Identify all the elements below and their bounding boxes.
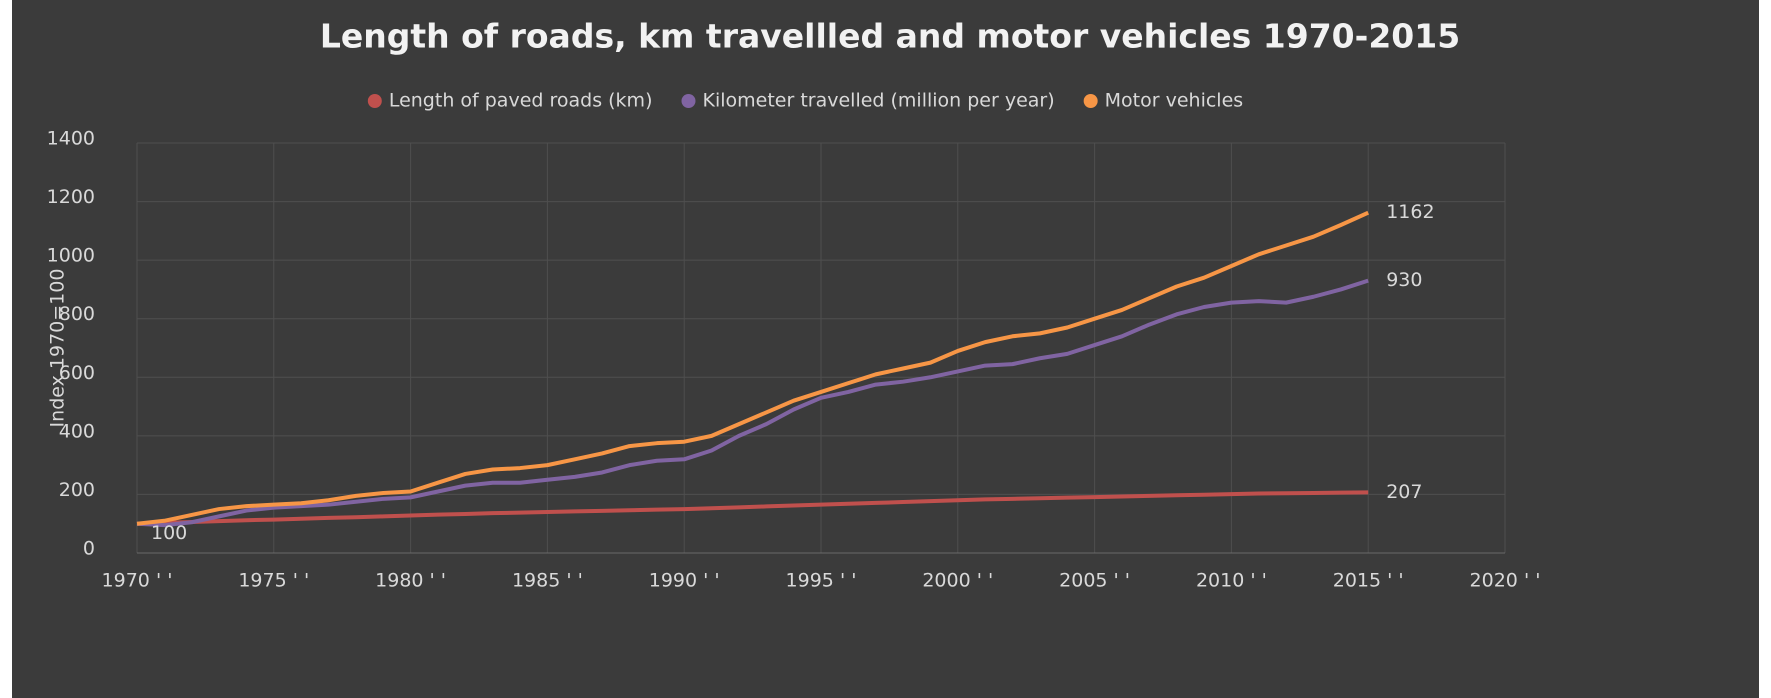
legend-marker [1083,94,1098,108]
y-tick-label: 0 [83,538,95,560]
legend-label: Length of paved roads (km) [389,90,653,112]
x-tick-label: 1985 ' ' [512,570,583,592]
legend: Length of paved roads (km) Kilometer trav… [367,90,1244,112]
data-label: 207 [1386,481,1422,503]
x-tick-label: 2010 ' ' [1196,570,1267,592]
x-tick-label: 1995 ' ' [786,570,857,592]
x-tick-label: 2020 ' ' [1470,570,1541,592]
data-label: 1162 [1386,201,1434,223]
data-label: 930 [1386,269,1422,291]
y-tick-label: 200 [59,479,95,501]
legend-marker [681,94,696,108]
legend-marker [367,94,382,108]
y-tick-label: 600 [59,362,95,384]
x-tick-label: 1980 ' ' [375,570,446,592]
x-tick-label: 2000 ' ' [922,570,993,592]
chart-background [12,0,1759,698]
x-tick-label: 2005 ' ' [1059,570,1130,592]
series-line [136,490,1369,526]
y-tick-label: 1400 [47,128,95,150]
y-tick-label: 1000 [47,245,95,267]
y-tick-label: 400 [59,420,95,442]
x-tick-label: 1990 ' ' [649,570,720,592]
y-axis-label: Index 1970=100 [47,269,69,428]
series-line [136,278,1369,528]
x-tick-label: 1975 ' ' [238,570,309,592]
x-tick-label: 1970 ' ' [102,570,173,592]
data-label: 100 [151,522,187,544]
x-tick-label: 2015 ' ' [1333,570,1404,592]
series-line [136,210,1370,526]
y-tick-label: 800 [59,303,95,325]
legend-label: Kilometer travelled (million per year) [702,90,1054,112]
y-tick-label: 1200 [47,186,95,208]
legend-label: Motor vehicles [1105,90,1244,112]
chart-title: Length of roads, km travellled and motor… [320,17,1460,56]
